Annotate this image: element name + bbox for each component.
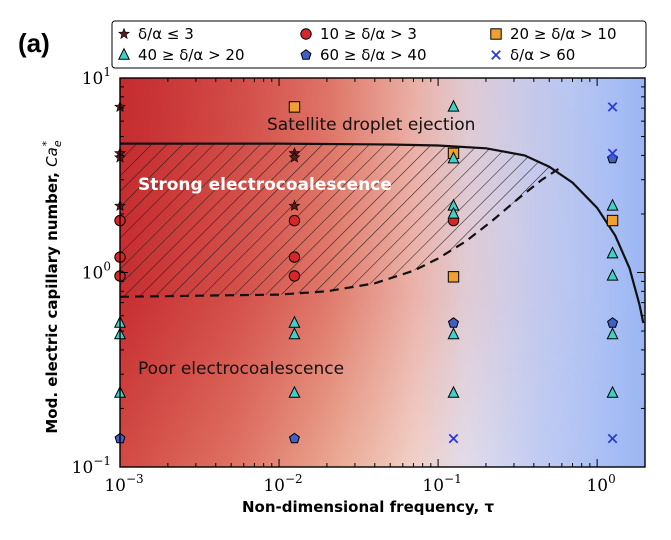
y-axis-title-sup: * [40,140,53,146]
legend-label-5: δ/α > 60 [510,46,575,64]
legend: δ/α ≤ 3 10 ≥ δ/α > 3 20 ≥ δ/α > 10 40 ≥ δ/α… [111,20,647,69]
marker-square-0 [288,101,301,113]
marker-star-5 [288,151,301,163]
x-tick-label-1: 10−2 [263,472,302,496]
marker-x-3 [607,433,618,444]
marker-triangle-6 [447,99,460,112]
region-label-strong: Strong electrocoalescence [138,175,392,195]
marker-triangle-5 [288,385,301,398]
region-label-poor: Poor electrocoalescence [138,359,344,379]
x-tick-label-3: 100 [586,472,615,496]
marker-circle-4 [288,251,301,263]
y-tick-label-0: 10−1 [72,454,111,478]
marker-triangle-16 [606,385,619,398]
panel-label: (a) [18,28,50,58]
boundary-solid [120,142,645,324]
marker-pentagon-4 [607,317,619,328]
legend-marker-4 [300,49,312,60]
legend-marker-5 [491,50,501,60]
legend-label-3: 40 ≥ δ/α > 20 [138,46,245,64]
marker-pentagon-1 [288,432,300,444]
legend-marker-1 [300,28,312,40]
axis-ticks [119,77,646,468]
strong-region-hatch [120,143,562,297]
legend-label-2: 20 ≥ δ/α > 10 [510,25,617,43]
tick-labels: 10−3 10−2 10−1 100 10−1 100 101 [72,65,616,496]
y-tick-label-2: 101 [82,65,111,89]
marker-triangle-15 [606,327,619,340]
marker-x-1 [607,148,618,159]
marker-circle-5 [288,270,301,282]
marker-triangle-10 [447,327,460,340]
legend-label-1: 10 ≥ δ/α > 3 [320,25,417,43]
legend-label-4: 60 ≥ δ/α > 40 [320,46,427,64]
x-tick-label-2: 10−1 [422,472,461,496]
y-axis-title-symbol: Ca [43,147,61,167]
y-axis-title-sub: e [51,140,64,147]
marker-x-2 [448,433,459,444]
marker-pentagon-2 [447,317,459,328]
marker-triangle-12 [606,198,619,211]
region-label-satellite: Satellite droplet ejection [267,115,475,135]
marker-circle-3 [288,214,301,227]
legend-label-0: δ/α ≤ 3 [138,25,194,43]
legend-marker-3 [117,47,131,60]
hatch-fill [120,143,562,297]
marker-star-6 [288,199,301,211]
legend-box [111,20,647,69]
x-tick-label-0: 10−3 [104,472,143,496]
legend-marker-0 [117,27,131,40]
marker-square-3 [606,214,619,227]
legend-marker-2 [490,28,502,40]
y-axis-title: Mod. electric capillary number, Cae* [40,140,64,433]
marker-triangle-14 [606,268,619,281]
region-boundaries [120,142,645,324]
svg-text:Mod. electric capillary number: Mod. electric capillary number, Cae* [40,140,64,433]
marker-square-2 [447,271,460,283]
marker-triangle-9 [447,206,460,219]
marker-triangle-4 [288,327,301,340]
marker-triangle-11 [447,385,460,398]
y-tick-label-1: 100 [82,260,111,284]
marker-triangle-13 [606,246,619,259]
y-axis-title-main: Mod. electric capillary number, [43,167,61,434]
marker-x-0 [607,102,618,112]
x-axis-title: Non-dimensional frequency, τ [242,498,494,516]
marker-triangle-7 [447,151,460,164]
